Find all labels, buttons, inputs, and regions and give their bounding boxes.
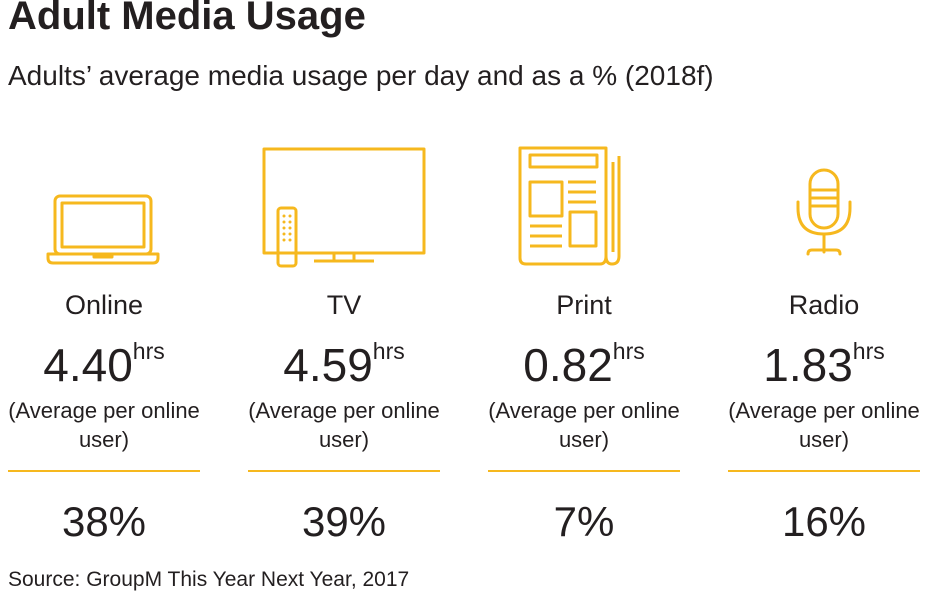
media-label: Online xyxy=(64,290,144,320)
media-column-tv: TV 4.59hrs (Average per online user) 39% xyxy=(248,140,440,560)
usage-unit: hrs xyxy=(132,338,165,364)
media-column-online: Online 4.40hrs (Average per online user)… xyxy=(8,140,200,560)
usage-note: (Average per online user) xyxy=(248,398,440,452)
page-title: Adult Media Usage xyxy=(8,0,366,38)
media-label: Radio xyxy=(788,290,860,320)
divider-line xyxy=(488,470,680,472)
usage-value: 4.40hrs xyxy=(8,338,200,391)
usage-note: (Average per online user) xyxy=(488,398,680,452)
usage-value: 1.83hrs xyxy=(728,338,920,391)
usage-hours: 4.40 xyxy=(43,339,133,391)
usage-hours: 0.82 xyxy=(523,339,613,391)
laptop-icon xyxy=(8,140,200,270)
usage-percent: 39% xyxy=(301,498,387,545)
usage-percent: 38% xyxy=(61,498,147,545)
usage-unit: hrs xyxy=(612,338,645,364)
usage-value: 0.82hrs xyxy=(488,338,680,391)
usage-hours: 1.83 xyxy=(763,339,853,391)
usage-note: (Average per online user) xyxy=(728,398,920,452)
divider-line xyxy=(248,470,440,472)
usage-percent: 7% xyxy=(553,498,615,545)
source-note: Source: GroupM This Year Next Year, 2017 xyxy=(8,568,410,591)
television-icon xyxy=(248,140,440,270)
usage-hours: 4.59 xyxy=(283,339,373,391)
usage-note: (Average per online user) xyxy=(8,398,200,452)
usage-unit: hrs xyxy=(372,338,405,364)
media-column-print: Print 0.82hrs (Average per online user) … xyxy=(488,140,680,560)
media-label: Print xyxy=(556,290,612,320)
media-column-radio: Radio 1.83hrs (Average per online user) … xyxy=(728,140,920,560)
usage-value: 4.59hrs xyxy=(248,338,440,391)
media-label: TV xyxy=(326,290,362,320)
newspaper-icon xyxy=(488,140,680,270)
page-subtitle: Adults’ average media usage per day and … xyxy=(8,60,714,91)
microphone-icon xyxy=(728,140,920,270)
divider-line xyxy=(728,470,920,472)
usage-unit: hrs xyxy=(852,338,885,364)
divider-line xyxy=(8,470,200,472)
usage-percent: 16% xyxy=(781,498,867,545)
